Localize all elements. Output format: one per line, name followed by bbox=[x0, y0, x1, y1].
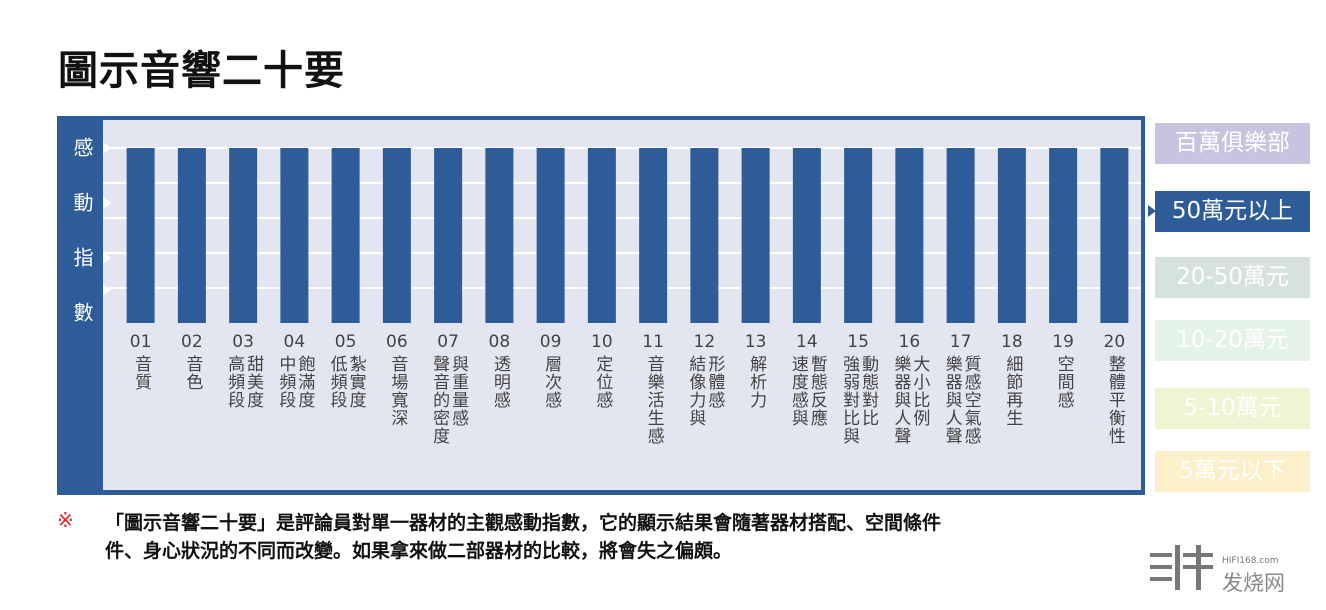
legend-tier: 百萬俱樂部 bbox=[1155, 123, 1310, 164]
bar bbox=[485, 148, 514, 323]
x-tick-number: 17 bbox=[949, 332, 972, 352]
bar bbox=[946, 148, 975, 323]
x-tick-label: 整體平衡性 bbox=[1104, 355, 1125, 445]
x-tick-number: 18 bbox=[1001, 332, 1023, 352]
note-mark: ※ bbox=[57, 508, 74, 532]
x-tick-label: 透明感 bbox=[489, 355, 510, 409]
x-tick-label: 結像力與 bbox=[685, 355, 706, 427]
x-tick-number: 07 bbox=[437, 332, 459, 352]
bar bbox=[280, 148, 309, 323]
bar bbox=[895, 148, 924, 323]
x-tick-number: 08 bbox=[488, 332, 511, 352]
x-tick-number: 06 bbox=[386, 332, 408, 352]
bar bbox=[536, 148, 565, 323]
x-tick-label: 飽滿度 bbox=[294, 355, 315, 409]
bar bbox=[1049, 148, 1078, 323]
x-tick-number: 15 bbox=[847, 332, 869, 352]
x-tick-label: 低頻段 bbox=[326, 355, 347, 409]
x-tick-number: 16 bbox=[898, 332, 921, 352]
bar bbox=[126, 148, 155, 323]
legend-tier: 20-50萬元 bbox=[1155, 257, 1310, 298]
x-tick-number: 09 bbox=[539, 332, 562, 352]
chart-title: 圖示音響二十要 bbox=[58, 48, 345, 94]
x-tick-label: 定位感 bbox=[592, 355, 613, 409]
bar bbox=[844, 148, 873, 323]
bar bbox=[792, 148, 821, 323]
x-tick-label: 動態對比 bbox=[858, 355, 879, 427]
x-tick-label: 形體感 bbox=[704, 355, 725, 409]
plot-area bbox=[103, 120, 1141, 490]
bar bbox=[177, 148, 206, 323]
x-tick-label: 音質 bbox=[131, 355, 152, 391]
x-tick-label: 中頻段 bbox=[275, 355, 296, 409]
x-tick-number: 04 bbox=[283, 332, 306, 352]
watermark-site: HIFI168.com bbox=[1222, 556, 1279, 566]
x-tick-number: 20 bbox=[1103, 332, 1126, 352]
x-tick-label: 層次感 bbox=[541, 355, 562, 409]
x-tick-number: 11 bbox=[642, 332, 664, 352]
x-tick-number: 14 bbox=[796, 332, 818, 352]
x-tick-label: 大小比例 bbox=[909, 355, 930, 427]
y-axis-label: 感動指數 bbox=[70, 137, 94, 357]
x-tick-label: 樂器與人聲 bbox=[941, 355, 962, 445]
x-tick-label: 強弱對比與 bbox=[839, 355, 860, 445]
bar bbox=[331, 148, 360, 323]
bar bbox=[639, 148, 668, 323]
legend-tier: 10-20萬元 bbox=[1155, 320, 1310, 361]
x-tick-label: 音場寬深 bbox=[387, 355, 408, 427]
bar bbox=[997, 148, 1026, 323]
x-tick-label: 音色 bbox=[182, 355, 203, 391]
x-tick-label: 甜美度 bbox=[243, 355, 264, 409]
x-tick-label: 高頻段 bbox=[224, 355, 245, 409]
legend-tier: 50萬元以上 bbox=[1155, 191, 1310, 232]
x-tick-number: 02 bbox=[181, 332, 203, 352]
x-tick-number: 03 bbox=[232, 332, 254, 352]
bar bbox=[587, 148, 616, 323]
watermark-name: 发烧网 bbox=[1222, 571, 1285, 595]
x-tick-label: 紮實度 bbox=[345, 355, 366, 409]
legend-tier: 5-10萬元 bbox=[1155, 388, 1310, 429]
bar bbox=[229, 148, 258, 323]
x-tick-number: 05 bbox=[334, 332, 357, 352]
bar bbox=[382, 148, 411, 323]
bar bbox=[434, 148, 463, 323]
bar bbox=[1100, 148, 1129, 323]
legend-pointer bbox=[1148, 205, 1156, 217]
x-tick-label: 質感空氣感 bbox=[960, 355, 981, 445]
note-line: 件、身心狀況的不同而改變。如果拿來做二部器材的比較，將會失之偏頗。 bbox=[105, 540, 733, 562]
watermark-icon bbox=[1150, 545, 1213, 590]
x-tick-label: 樂器與人聲 bbox=[890, 355, 911, 445]
x-tick-label: 空間感 bbox=[1053, 355, 1074, 409]
bar bbox=[741, 148, 770, 323]
x-tick-number: 10 bbox=[591, 332, 613, 352]
legend-tier: 5萬元以下 bbox=[1155, 451, 1310, 492]
x-tick-label: 細節再生 bbox=[1002, 355, 1023, 427]
x-tick-label: 與重量感 bbox=[448, 355, 469, 427]
x-tick-number: 12 bbox=[693, 332, 716, 352]
x-tick-label: 聲音的密度 bbox=[429, 355, 450, 445]
bar bbox=[690, 148, 719, 323]
x-tick-label: 速度感與 bbox=[787, 355, 808, 427]
x-tick-label: 解析力 bbox=[746, 355, 767, 409]
note-line: 「圖示音響二十要」是評論員對單一器材的主觀感動指數，它的顯示結果會隨著器材搭配、… bbox=[105, 512, 942, 534]
x-tick-label: 暫態反應 bbox=[806, 355, 827, 427]
x-tick-number: 01 bbox=[129, 332, 152, 352]
x-tick-label: 音樂活生感 bbox=[643, 355, 664, 445]
x-tick-number: 13 bbox=[744, 332, 767, 352]
x-tick-number: 19 bbox=[1052, 332, 1074, 352]
